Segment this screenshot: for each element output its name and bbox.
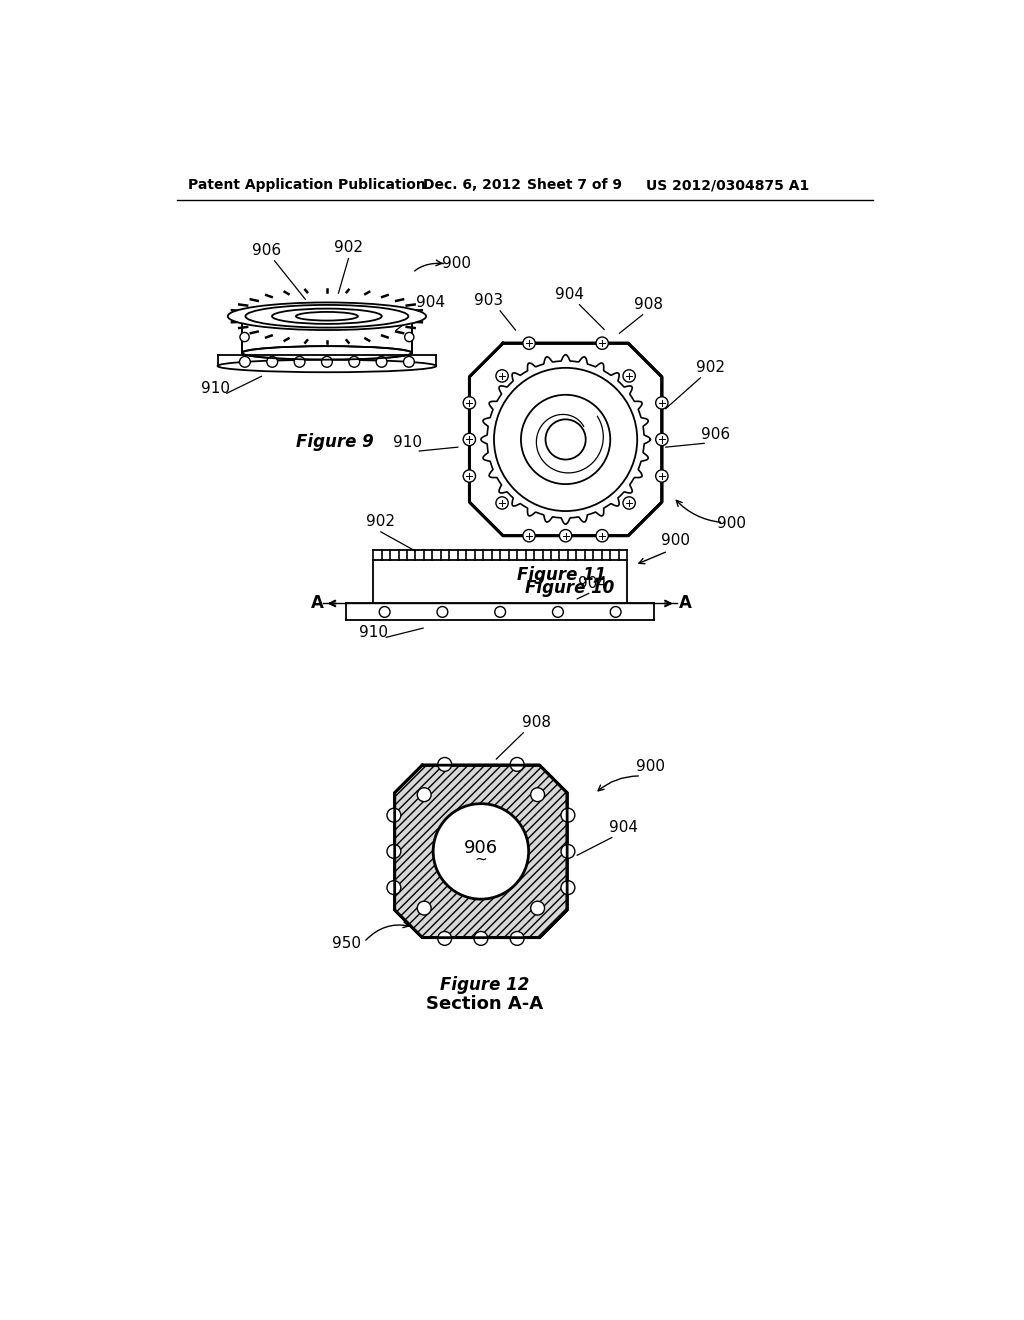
Circle shape [494,368,637,511]
Circle shape [655,470,668,482]
Text: 902: 902 [334,240,362,255]
Circle shape [553,607,563,618]
Text: 908: 908 [522,714,551,730]
Circle shape [437,932,452,945]
Polygon shape [394,766,567,937]
Text: 903: 903 [474,293,503,308]
Circle shape [496,370,508,381]
Circle shape [463,397,475,409]
Text: US 2012/0304875 A1: US 2012/0304875 A1 [646,178,810,193]
Circle shape [623,496,635,510]
Circle shape [523,529,536,543]
Circle shape [294,356,305,367]
Circle shape [463,433,475,446]
Circle shape [610,607,621,618]
Circle shape [623,370,635,381]
Text: 950: 950 [332,936,360,950]
Circle shape [530,788,545,801]
Circle shape [655,397,668,409]
Circle shape [596,529,608,543]
Text: 910: 910 [358,626,388,640]
Circle shape [561,808,574,822]
Circle shape [496,496,508,510]
Circle shape [495,607,506,618]
Text: A: A [679,594,691,612]
Circle shape [596,337,608,350]
Circle shape [510,932,524,945]
Circle shape [474,932,487,945]
Text: Sheet 7 of 9: Sheet 7 of 9 [527,178,623,193]
Circle shape [510,758,524,771]
Polygon shape [469,343,662,536]
Circle shape [417,788,431,801]
Circle shape [379,607,390,618]
Circle shape [387,808,400,822]
Text: Figure 9: Figure 9 [296,433,374,451]
Text: 910: 910 [201,381,229,396]
Text: 900: 900 [662,533,690,548]
Circle shape [417,902,431,915]
Circle shape [561,845,574,858]
Text: 904: 904 [609,820,638,836]
Text: Figure 11: Figure 11 [517,565,606,583]
Text: Patent Application Publication: Patent Application Publication [188,178,426,193]
Circle shape [403,356,415,367]
Circle shape [530,902,545,915]
Circle shape [561,880,574,895]
Text: 902: 902 [696,359,725,375]
Polygon shape [481,355,650,524]
Circle shape [463,470,475,482]
Ellipse shape [246,305,409,327]
Text: 902: 902 [367,513,395,529]
Text: 910: 910 [393,436,422,450]
Text: Dec. 6, 2012: Dec. 6, 2012 [423,178,521,193]
Text: 900: 900 [717,516,745,531]
Text: 906: 906 [464,838,498,857]
Ellipse shape [227,302,426,330]
Ellipse shape [242,346,412,359]
Text: Figure 12: Figure 12 [440,975,529,994]
Text: Section A-A: Section A-A [426,995,544,1014]
Circle shape [387,845,400,858]
Text: 908: 908 [634,297,664,312]
Ellipse shape [296,312,358,321]
Circle shape [523,337,536,350]
Circle shape [267,356,278,367]
Circle shape [433,804,528,899]
Text: 900: 900 [636,759,665,774]
Circle shape [655,433,668,446]
Text: 906: 906 [701,428,730,442]
Circle shape [546,420,586,459]
Circle shape [521,395,610,484]
Text: 904: 904 [555,286,584,301]
Text: ~: ~ [474,851,487,867]
Ellipse shape [217,360,436,372]
Ellipse shape [272,309,382,323]
Text: 900: 900 [441,256,471,271]
Text: 904: 904 [417,294,445,310]
Circle shape [376,356,387,367]
Circle shape [322,356,333,367]
Text: Figure 10: Figure 10 [524,579,614,598]
Text: 906: 906 [252,243,282,257]
Text: A: A [310,594,324,612]
Circle shape [559,529,571,543]
Circle shape [437,758,452,771]
Circle shape [387,880,400,895]
Text: 904: 904 [579,576,607,591]
Circle shape [240,356,250,367]
Circle shape [404,333,414,342]
Circle shape [240,333,249,342]
Circle shape [437,607,447,618]
Circle shape [349,356,359,367]
